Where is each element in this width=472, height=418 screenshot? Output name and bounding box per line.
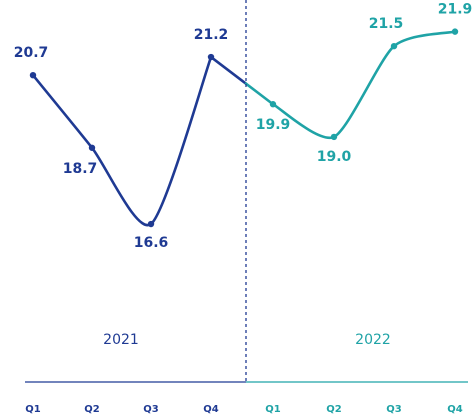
period-label-2022: 2022 [355, 332, 391, 348]
series-line-2021 [31, 55, 248, 227]
data-label: 20.7 [14, 45, 49, 61]
data-point [88, 144, 96, 151]
x-tick-label: Q1 [265, 404, 281, 415]
x-tick-label: Q2 [326, 404, 342, 415]
data-point [147, 220, 155, 228]
x-tick-label: Q2 [84, 404, 100, 415]
x-tick-label: Q3 [386, 404, 402, 415]
series-layer [29, 28, 459, 228]
data-point [269, 101, 277, 108]
label-layer: 20.7 Q1 18.7 Q2 16.6 Q3 21.2 Q4 19.9 Q1 19.0 Q2 21.5… [14, 2, 472, 415]
x-tick-label: Q1 [25, 404, 41, 415]
data-point [330, 133, 338, 141]
series-line-2022 [244, 30, 457, 140]
period-label-2021: 2021 [103, 332, 139, 348]
data-label: 18.7 [63, 161, 98, 177]
data-label: 19.9 [256, 117, 291, 133]
data-point [207, 53, 215, 61]
data-label: 21.5 [369, 16, 404, 32]
data-label: 21.9 [438, 2, 472, 18]
data-point [390, 42, 398, 50]
data-label: 21.2 [194, 27, 229, 43]
data-label: 16.6 [134, 235, 169, 251]
data-point [451, 28, 459, 35]
data-point [29, 71, 37, 79]
x-tick-label: Q4 [203, 404, 219, 415]
data-label: 19.0 [317, 149, 352, 165]
x-tick-label: Q3 [143, 404, 159, 415]
x-tick-label: Q4 [447, 404, 463, 415]
